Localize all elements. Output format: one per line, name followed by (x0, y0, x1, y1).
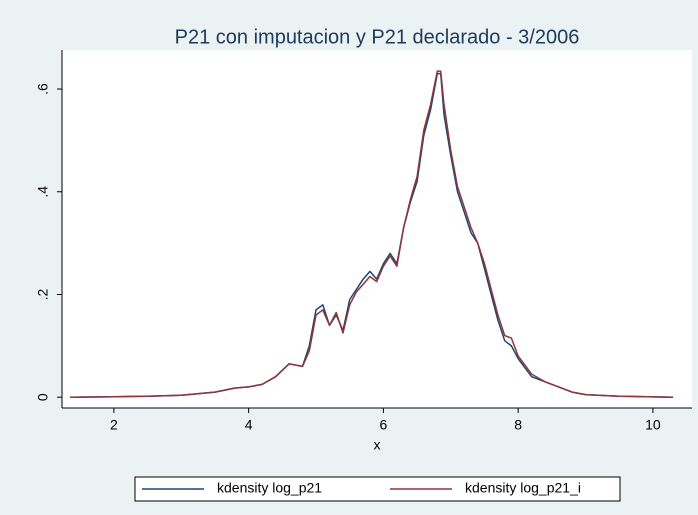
x-axis-label: x (374, 437, 381, 453)
x-tick-label: 4 (245, 417, 253, 433)
x-tick-label: 10 (645, 417, 661, 433)
y-tick-label: .2 (35, 288, 51, 300)
legend (134, 476, 621, 502)
x-tick-label: 8 (514, 417, 522, 433)
data-line (70, 70, 674, 398)
y-tick-label: .4 (35, 186, 51, 198)
chart-title: P21 con imputacion y P21 declarado - 3/2… (175, 26, 580, 48)
y-tick-label: .6 (35, 83, 51, 95)
x-tick-label: 6 (380, 417, 388, 433)
y-tick-label: 0 (35, 393, 51, 401)
legend-label: kdensity log_p21_i (465, 480, 581, 496)
x-tick-label: 2 (110, 417, 118, 433)
legend-label: kdensity log_p21 (217, 480, 322, 496)
plot-region (62, 50, 692, 408)
